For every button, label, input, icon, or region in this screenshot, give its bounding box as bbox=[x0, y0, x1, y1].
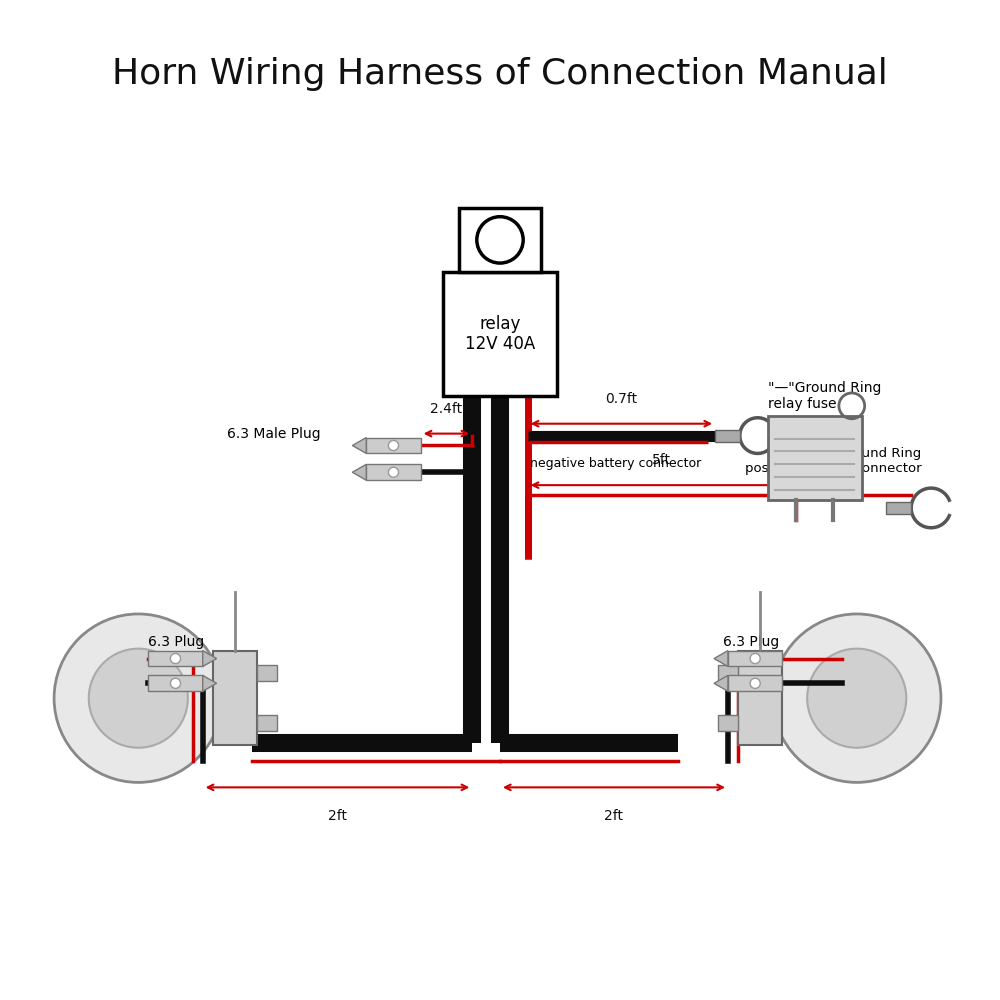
Circle shape bbox=[89, 649, 188, 748]
Circle shape bbox=[170, 653, 181, 664]
Polygon shape bbox=[352, 464, 366, 480]
Circle shape bbox=[477, 217, 523, 263]
Circle shape bbox=[170, 678, 181, 688]
Text: 2ft: 2ft bbox=[604, 809, 623, 823]
Polygon shape bbox=[203, 651, 217, 666]
Bar bbox=[459, 208, 541, 272]
Text: "—"Ground Ring
relay fuse: "—"Ground Ring relay fuse bbox=[768, 381, 881, 411]
Text: relay
12V 40A: relay 12V 40A bbox=[465, 315, 535, 353]
Polygon shape bbox=[714, 675, 728, 691]
Bar bbox=[443, 272, 557, 396]
Bar bbox=[738, 651, 782, 745]
Circle shape bbox=[773, 614, 941, 782]
Circle shape bbox=[54, 614, 223, 782]
Circle shape bbox=[750, 678, 760, 688]
Bar bbox=[148, 675, 203, 691]
Text: 6.3 Male Plug: 6.3 Male Plug bbox=[227, 427, 321, 441]
Text: 5ft: 5ft bbox=[652, 453, 671, 467]
Bar bbox=[886, 502, 911, 514]
Text: "+"Ground Ring
positive battery connector: "+"Ground Ring positive battery connecto… bbox=[745, 447, 921, 475]
Text: negative battery connector: negative battery connector bbox=[530, 457, 701, 470]
Bar bbox=[366, 464, 421, 480]
Bar bbox=[213, 651, 257, 745]
Text: 0.7ft: 0.7ft bbox=[605, 392, 637, 406]
Text: 6.3 Plug: 6.3 Plug bbox=[148, 635, 204, 649]
Circle shape bbox=[807, 649, 906, 748]
Bar bbox=[768, 416, 862, 500]
Bar bbox=[366, 438, 421, 453]
Circle shape bbox=[388, 467, 399, 477]
Bar bbox=[257, 715, 277, 731]
Bar bbox=[148, 651, 203, 666]
Bar bbox=[728, 675, 782, 691]
Bar bbox=[718, 665, 738, 681]
Polygon shape bbox=[714, 651, 728, 666]
Text: Horn Wiring Harness of Connection Manual: Horn Wiring Harness of Connection Manual bbox=[112, 57, 888, 91]
Bar bbox=[715, 430, 740, 442]
Text: 6.3 Plug: 6.3 Plug bbox=[723, 635, 779, 649]
Bar bbox=[257, 665, 277, 681]
Bar bbox=[718, 715, 738, 731]
Text: 2ft: 2ft bbox=[328, 809, 347, 823]
Circle shape bbox=[388, 440, 399, 451]
Text: 2.4ft: 2.4ft bbox=[430, 402, 463, 416]
Circle shape bbox=[750, 653, 760, 664]
Polygon shape bbox=[203, 675, 217, 691]
Bar bbox=[728, 651, 782, 666]
Polygon shape bbox=[352, 438, 366, 453]
